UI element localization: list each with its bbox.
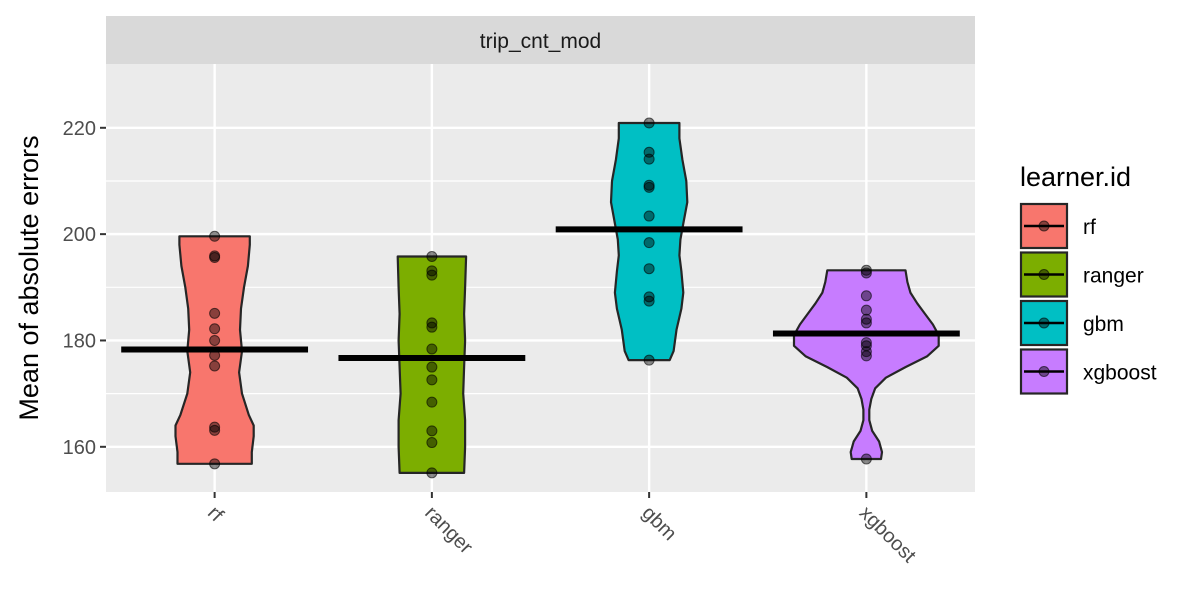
legend-item-rf: rf — [1019, 202, 1096, 250]
y-tick-label: 220 — [63, 118, 96, 140]
data-point — [209, 334, 221, 346]
legend-item-ranger: ranger — [1019, 251, 1144, 298]
data-point — [643, 263, 655, 275]
data-point — [860, 453, 872, 465]
legend-key-point — [1038, 220, 1050, 232]
legend-key-point — [1038, 269, 1050, 280]
data-point — [209, 307, 221, 319]
legend-item-gbm: gbm — [1019, 299, 1124, 347]
data-point — [209, 458, 221, 470]
legend-item-xgboost: xgboost — [1019, 348, 1157, 395]
x-tick-label: rf — [203, 502, 228, 527]
data-point — [209, 323, 221, 335]
violins — [121, 117, 960, 479]
data-point — [643, 291, 655, 303]
violin-shape — [396, 255, 468, 474]
y-tick-label: 180 — [63, 330, 96, 352]
legend-label: rf — [1083, 216, 1096, 239]
x-tick-label: gbm — [638, 502, 681, 545]
data-point — [643, 354, 655, 366]
data-point — [426, 467, 438, 479]
data-point — [643, 237, 655, 249]
data-point — [860, 267, 872, 279]
data-point — [643, 295, 655, 307]
data-point — [860, 317, 872, 329]
y-tick-label: 160 — [63, 437, 96, 459]
data-point — [643, 210, 655, 222]
data-point — [643, 153, 655, 165]
legend-label: gbm — [1083, 313, 1124, 336]
legend-key-point — [1038, 317, 1050, 329]
data-point — [860, 337, 872, 349]
data-point — [426, 343, 438, 355]
violin-shape — [609, 121, 689, 362]
legend: rf ranger gbm xgboost — [1019, 202, 1157, 395]
data-point — [426, 317, 438, 329]
x-axis: rf ranger gbm xgboost — [203, 492, 920, 567]
data-point — [426, 425, 438, 437]
legend-key-point — [1038, 366, 1050, 377]
y-tick-label: 200 — [63, 224, 96, 246]
data-point — [209, 424, 221, 436]
data-point — [426, 250, 438, 262]
data-point — [860, 313, 872, 325]
violin-shape — [792, 269, 940, 461]
data-point — [426, 265, 438, 277]
data-point — [209, 230, 221, 242]
violin-ranger — [338, 250, 526, 479]
violin-gbm — [555, 117, 743, 366]
data-point — [860, 290, 872, 302]
facet-strip — [106, 16, 975, 64]
data-point — [209, 421, 221, 433]
y-axis-title: Mean of absolute errors — [14, 135, 44, 420]
facet-label: trip_cnt_mod — [480, 30, 601, 53]
y-axis: 160 180 200 220 — [63, 118, 106, 459]
legend-label: ranger — [1083, 265, 1144, 288]
data-point — [426, 437, 438, 449]
data-point — [860, 350, 872, 362]
data-point — [860, 346, 872, 358]
data-point — [643, 117, 655, 129]
data-point — [209, 360, 221, 372]
data-point — [426, 396, 438, 408]
data-point — [426, 269, 438, 281]
x-tick-label: ranger — [420, 502, 477, 559]
violin-xgboost — [772, 264, 960, 465]
data-point — [860, 304, 872, 316]
data-point — [860, 264, 872, 276]
data-point — [426, 321, 438, 333]
x-tick-label: xgboost — [855, 502, 920, 567]
data-point — [209, 252, 221, 264]
data-point — [426, 374, 438, 386]
violin-rf — [121, 230, 309, 470]
data-point — [643, 181, 655, 193]
legend-title: learner.id — [1020, 162, 1131, 192]
legend-label: xgboost — [1083, 362, 1157, 385]
data-point — [426, 361, 438, 373]
